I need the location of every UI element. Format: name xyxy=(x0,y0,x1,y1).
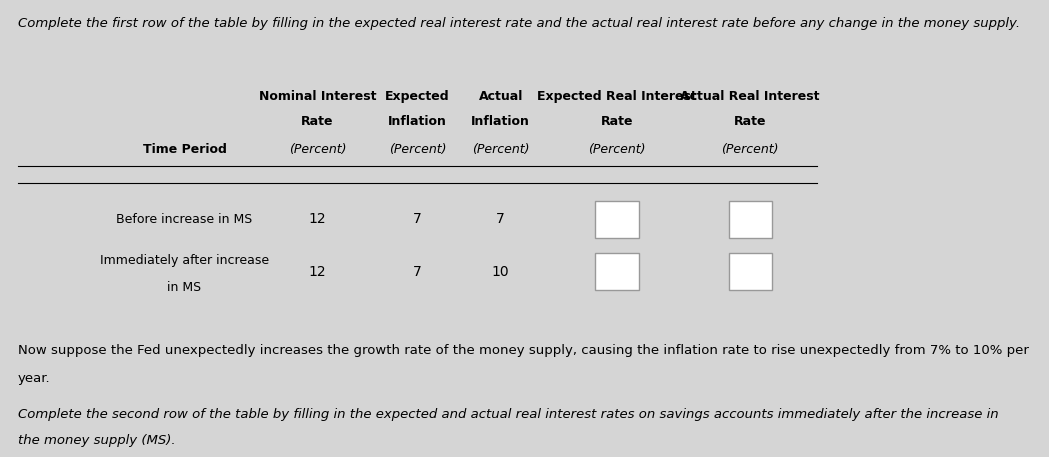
FancyBboxPatch shape xyxy=(729,201,772,238)
Text: Nominal Interest: Nominal Interest xyxy=(259,90,377,103)
Text: Rate: Rate xyxy=(601,115,634,128)
FancyBboxPatch shape xyxy=(596,201,639,238)
Text: (Percent): (Percent) xyxy=(588,143,646,155)
Text: in MS: in MS xyxy=(168,281,201,294)
Text: 7: 7 xyxy=(413,265,422,279)
Text: Now suppose the Fed unexpectedly increases the growth rate of the money supply, : Now suppose the Fed unexpectedly increas… xyxy=(18,344,1029,357)
Text: Actual Real Interest: Actual Real Interest xyxy=(681,90,820,103)
Text: Complete the second row of the table by filling in the expected and actual real : Complete the second row of the table by … xyxy=(18,408,999,421)
Text: Immediately after increase: Immediately after increase xyxy=(100,254,269,267)
Text: Before increase in MS: Before increase in MS xyxy=(116,213,253,226)
Text: (Percent): (Percent) xyxy=(389,143,446,155)
Text: 12: 12 xyxy=(308,213,326,226)
Text: Complete the first row of the table by filling in the expected real interest rat: Complete the first row of the table by f… xyxy=(18,17,1021,30)
Text: (Percent): (Percent) xyxy=(472,143,530,155)
FancyBboxPatch shape xyxy=(729,254,772,290)
Text: 10: 10 xyxy=(492,265,510,279)
Text: 7: 7 xyxy=(496,213,505,226)
Text: Expected: Expected xyxy=(385,90,450,103)
Text: Actual: Actual xyxy=(478,90,522,103)
Text: 12: 12 xyxy=(308,265,326,279)
Text: Time Period: Time Period xyxy=(143,143,227,155)
Text: Rate: Rate xyxy=(734,115,767,128)
Text: year.: year. xyxy=(18,372,50,385)
Text: Rate: Rate xyxy=(301,115,334,128)
Text: (Percent): (Percent) xyxy=(722,143,779,155)
FancyBboxPatch shape xyxy=(596,254,639,290)
Text: Inflation: Inflation xyxy=(388,115,447,128)
Text: the money supply (MS).: the money supply (MS). xyxy=(18,434,175,447)
Text: Inflation: Inflation xyxy=(471,115,530,128)
Text: (Percent): (Percent) xyxy=(288,143,346,155)
Text: 7: 7 xyxy=(413,213,422,226)
Text: Expected Real Interest: Expected Real Interest xyxy=(537,90,697,103)
